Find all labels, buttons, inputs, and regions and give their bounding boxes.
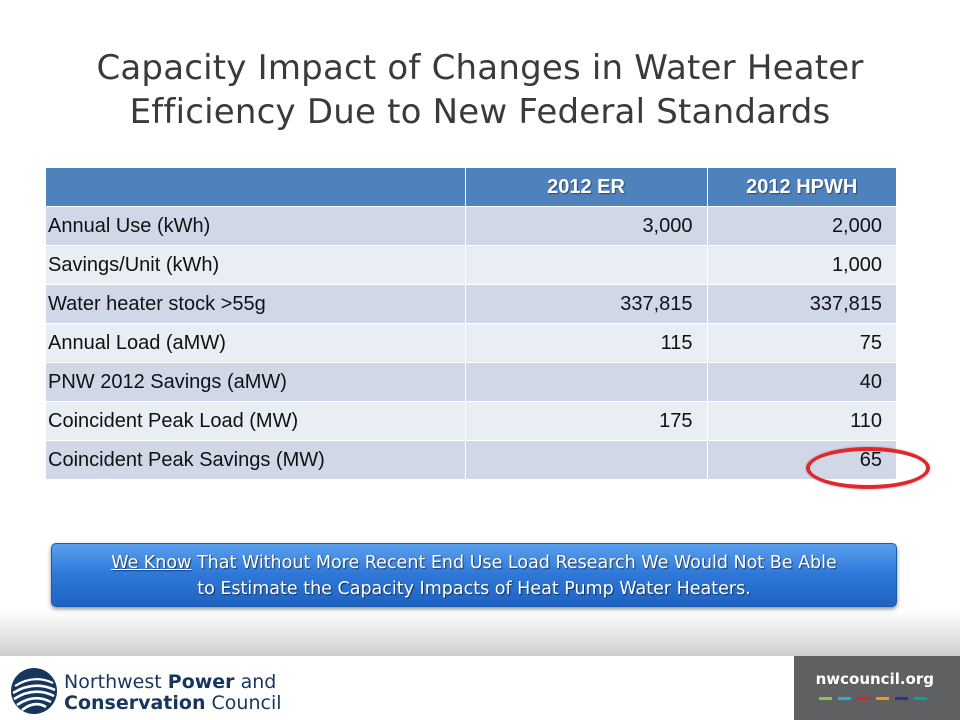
hpwh-value: 1,000 xyxy=(707,245,896,285)
table-row: Annual Load (aMW) 115 75 xyxy=(46,323,896,363)
row-label: Annual Use (kWh) xyxy=(46,206,466,246)
header-2012-er: 2012 ER xyxy=(465,168,708,207)
row-label: Coincident Peak Savings (MW) xyxy=(46,440,466,479)
callout-box: We Know That Without More Recent End Use… xyxy=(51,543,897,607)
callout-line-1-rest: That Without More Recent End Use Load Re… xyxy=(191,553,837,573)
er-value xyxy=(465,362,708,402)
org-name-part: Council xyxy=(205,692,282,714)
row-label: Water heater stock >55g xyxy=(46,284,466,324)
color-bar xyxy=(838,697,851,700)
hpwh-value: 337,815 xyxy=(707,284,896,324)
callout-line-1: We Know That Without More Recent End Use… xyxy=(52,550,896,576)
hpwh-value: 75 xyxy=(707,323,896,363)
color-bar xyxy=(895,697,908,700)
table-row: Savings/Unit (kWh) 1,000 xyxy=(46,245,896,285)
callout-line-2: to Estimate the Capacity Impacts of Heat… xyxy=(197,579,751,599)
title-line-1: Capacity Impact of Changes in Water Heat… xyxy=(96,48,864,88)
council-logo-icon xyxy=(11,668,57,714)
table-header-row: 2012 ER 2012 HPWH xyxy=(46,168,896,207)
capacity-table: 2012 ER 2012 HPWH Annual Use (kWh) 3,000… xyxy=(46,168,896,479)
org-name-line-2: Conservation Council xyxy=(64,692,282,714)
row-label: PNW 2012 Savings (aMW) xyxy=(46,362,466,402)
hpwh-value: 40 xyxy=(707,362,896,402)
org-name-part-bold: Power xyxy=(167,671,235,693)
highlight-ellipse xyxy=(806,447,930,489)
hpwh-value: 110 xyxy=(707,401,896,441)
er-value: 3,000 xyxy=(465,206,708,246)
er-value: 175 xyxy=(465,401,708,441)
color-bar xyxy=(914,697,927,700)
footer-shadow xyxy=(0,610,960,656)
callout-underlined-text: We Know xyxy=(111,553,192,573)
row-label: Annual Load (aMW) xyxy=(46,323,466,363)
table-row: PNW 2012 Savings (aMW) 40 xyxy=(46,362,896,402)
org-name-part: Northwest xyxy=(64,671,168,693)
er-value xyxy=(465,440,708,479)
table-row: Annual Use (kWh) 3,000 2,000 xyxy=(46,206,896,246)
org-name-line-1: Northwest Power and xyxy=(64,671,276,693)
color-bar xyxy=(819,697,832,700)
site-url: nwcouncil.org xyxy=(815,670,934,688)
slide-title: Capacity Impact of Changes in Water Heat… xyxy=(40,46,920,134)
header-2012-hpwh: 2012 HPWH xyxy=(707,168,896,207)
color-bar xyxy=(876,697,889,700)
table-row: Coincident Peak Load (MW) 175 110 xyxy=(46,401,896,441)
org-name-part: and xyxy=(234,671,277,693)
table-row: Water heater stock >55g 337,815 337,815 xyxy=(46,284,896,324)
url-box: nwcouncil.org xyxy=(794,656,960,720)
color-bar xyxy=(857,697,870,700)
header-blank xyxy=(46,168,466,207)
hpwh-value: 2,000 xyxy=(707,206,896,246)
er-value xyxy=(465,245,708,285)
row-label: Coincident Peak Load (MW) xyxy=(46,401,466,441)
title-line-2: Efficiency Due to New Federal Standards xyxy=(129,92,831,132)
table-row: Coincident Peak Savings (MW) 65 xyxy=(46,440,896,479)
org-name-part-bold: Conservation xyxy=(64,692,206,714)
er-value: 337,815 xyxy=(465,284,708,324)
er-value: 115 xyxy=(465,323,708,363)
row-label: Savings/Unit (kWh) xyxy=(46,245,466,285)
